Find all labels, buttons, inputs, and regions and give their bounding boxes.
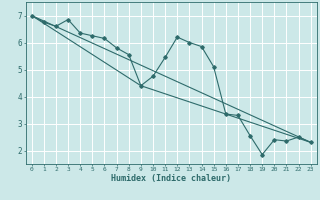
X-axis label: Humidex (Indice chaleur): Humidex (Indice chaleur) [111, 174, 231, 183]
